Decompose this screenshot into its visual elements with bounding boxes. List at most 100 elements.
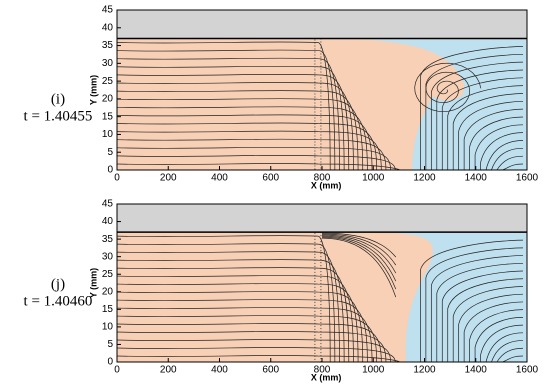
- y-tick-label: 45: [102, 199, 114, 210]
- streamline: [116, 267, 350, 363]
- x-tick-label: 200: [160, 173, 177, 184]
- streamline: [116, 138, 387, 171]
- y-tick-label: 30: [102, 58, 114, 69]
- streamline: [116, 49, 336, 171]
- streamline: [116, 355, 401, 363]
- streamline: [321, 234, 397, 274]
- x-tick-label: 0: [114, 365, 120, 376]
- streamlines: [116, 232, 524, 363]
- wall-region: [117, 204, 527, 233]
- streamline: [116, 315, 378, 363]
- streamline: [116, 114, 373, 171]
- x-tick-label: 1200: [413, 365, 436, 376]
- x-tick-label: 0: [114, 173, 120, 184]
- y-tick-label: 5: [107, 147, 113, 158]
- streamline: [116, 65, 345, 171]
- streamline: [116, 299, 368, 363]
- y-tick-label: 35: [102, 40, 114, 51]
- y-tick-label: 10: [102, 129, 114, 140]
- x-tick-label: 1400: [465, 365, 488, 376]
- y-tick-label: 30: [102, 251, 114, 262]
- y-tick-label: 0: [107, 165, 113, 176]
- streamline: [116, 251, 340, 363]
- streamline: [480, 132, 524, 170]
- x-axis-label: X (mm): [311, 372, 342, 382]
- streamline: [116, 291, 364, 363]
- y-tick-label: 15: [102, 304, 114, 315]
- y-tick-label: 20: [102, 286, 114, 297]
- vortex: [414, 62, 482, 113]
- x-tick-label: 1400: [465, 173, 488, 184]
- y-tick-label: 15: [102, 111, 114, 122]
- streamline: [502, 163, 524, 171]
- streamline: [491, 147, 524, 171]
- x-tick-label: 1000: [362, 365, 385, 376]
- streamline: [436, 69, 524, 170]
- streamline: [116, 235, 331, 363]
- streamline: [116, 163, 401, 171]
- streamline: [441, 77, 524, 170]
- x-tick-label: 1000: [362, 173, 385, 184]
- streamline: [321, 232, 397, 258]
- light-fluid: [375, 232, 527, 362]
- streamline: [116, 339, 391, 363]
- y-tick-label: 20: [102, 94, 114, 105]
- streamline: [496, 155, 524, 171]
- streamline: [116, 106, 368, 171]
- time-label: t = 1.40460: [24, 293, 93, 309]
- x-tick-label: 400: [211, 365, 228, 376]
- streamline: [116, 259, 345, 363]
- light-fluid: [354, 38, 527, 171]
- time-label: t = 1.40455: [24, 108, 93, 124]
- streamline: [116, 347, 396, 363]
- streamline: [116, 307, 373, 363]
- streamline: [436, 262, 524, 362]
- x-tick-label: 400: [211, 173, 228, 184]
- streamline: [469, 116, 524, 170]
- x-tick-label: 1600: [516, 365, 539, 376]
- streamline: [116, 130, 382, 171]
- streamline: [452, 286, 524, 362]
- streamline: [463, 108, 524, 170]
- streamline: [116, 122, 378, 171]
- streamline: [321, 237, 397, 298]
- streamline: [474, 124, 524, 170]
- x-tick-label: 200: [160, 365, 177, 376]
- streamline: [116, 154, 396, 171]
- streamline: [469, 309, 524, 362]
- x-axis-label: X (mm): [311, 180, 342, 190]
- y-tick-label: 25: [102, 269, 114, 280]
- streamline: [441, 270, 524, 362]
- y-tick-label: 5: [107, 339, 113, 350]
- streamline: [496, 347, 524, 363]
- panel-label: (i): [51, 91, 65, 107]
- streamline: [452, 93, 524, 170]
- streamline: [116, 331, 387, 363]
- y-tick-label: 25: [102, 76, 114, 87]
- streamline: [480, 324, 524, 362]
- streamline: [447, 278, 524, 362]
- wall-region: [117, 10, 527, 39]
- streamline: [321, 235, 397, 282]
- y-axis-label: Y (mm): [88, 75, 98, 105]
- streamlines: [116, 41, 524, 171]
- y-tick-label: 10: [102, 322, 114, 333]
- y-axis-label: Y (mm): [88, 268, 98, 298]
- streamline: [485, 332, 524, 363]
- x-tick-label: 1200: [413, 173, 436, 184]
- x-tick-label: 800: [314, 173, 331, 184]
- x-tick-label: 800: [314, 365, 331, 376]
- y-tick-label: 0: [107, 357, 113, 368]
- streamline: [321, 236, 397, 290]
- streamline: [116, 323, 382, 363]
- streamline: [116, 57, 340, 171]
- x-tick-label: 600: [262, 365, 279, 376]
- streamline: [116, 98, 364, 171]
- streamline: [321, 233, 397, 266]
- streamline: [116, 82, 354, 171]
- x-tick-label: 600: [262, 173, 279, 184]
- streamline: [116, 146, 391, 171]
- x-tick-label: 1600: [516, 173, 539, 184]
- streamline: [502, 355, 524, 363]
